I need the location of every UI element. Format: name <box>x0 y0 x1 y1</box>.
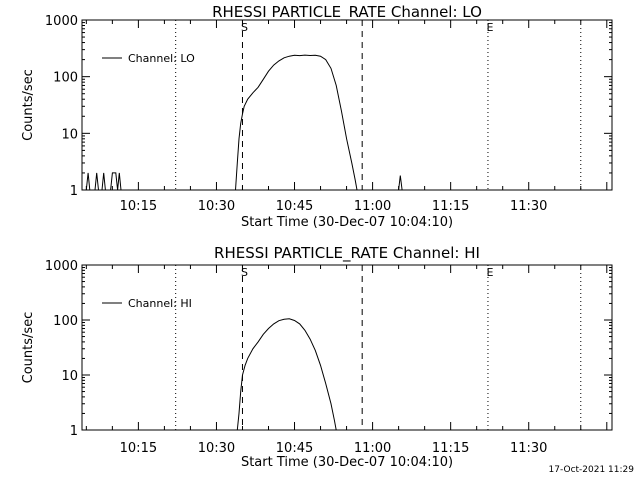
chart2-y-tick-label-3: 1000 <box>45 259 78 274</box>
chart2-x-axis-label: Start Time (30-Dec-07 10:04:10) <box>241 455 453 470</box>
chart2-x-tick-label-5: 11:30 <box>510 441 547 456</box>
chart1-axes-frame <box>81 19 613 191</box>
chart2-y-tick-label-2: 100 <box>53 314 78 329</box>
chart2-title: RHESSI PARTICLE_RATE Channel: HI <box>214 244 480 263</box>
chart1-legend-label: Channel: LO <box>128 52 195 65</box>
chart1-x-tick-label-3: 11:00 <box>354 199 391 214</box>
chart2-x-tick-label-1: 10:30 <box>198 441 235 456</box>
chart1-x-tick-label-4: 11:15 <box>432 199 469 214</box>
chart2-y-tick-label-0: 1 <box>70 424 78 439</box>
chart1-marker-E: E <box>486 21 493 34</box>
chart1-y-tick-label-2: 100 <box>53 71 78 86</box>
chart1-x-tick-label-5: 11:30 <box>510 199 547 214</box>
chart2-axes-frame <box>81 264 613 431</box>
chart1-title: RHESSI PARTICLE_RATE Channel: LO <box>212 3 482 22</box>
chart1-y-tick-label-0: 1 <box>70 184 78 199</box>
footer-timestamp: 17-Oct-2021 11:29 <box>548 465 634 475</box>
chart1-x-tick-label-0: 10:15 <box>120 199 157 214</box>
chart1-y-tick-label-3: 1000 <box>45 14 78 29</box>
chart1-y-axis-label: Counts/sec <box>21 69 36 141</box>
chart2-y-tick-label-1: 10 <box>61 369 78 384</box>
chart2-marker-E: E <box>486 266 493 279</box>
chart2-x-tick-label-0: 10:15 <box>120 441 157 456</box>
chart1-marker-S: S <box>241 21 248 34</box>
chart1-series-line-0 <box>85 54 403 191</box>
chart2-marker-S: S <box>241 266 248 279</box>
chart2-series-line-0 <box>236 318 337 431</box>
chart2-x-tick-label-3: 11:00 <box>354 441 391 456</box>
chart2-y-axis-label: Counts/sec <box>21 312 36 384</box>
chart1-x-axis-label: Start Time (30-Dec-07 10:04:10) <box>241 215 453 230</box>
chart2-x-tick-label-4: 11:15 <box>432 441 469 456</box>
chart2-legend-label: Channel: HI <box>128 297 192 310</box>
chart2-x-tick-label-2: 10:45 <box>276 441 313 456</box>
chart1-x-tick-label-1: 10:30 <box>198 199 235 214</box>
chart1-x-tick-label-2: 10:45 <box>276 199 313 214</box>
chart1-y-tick-label-1: 10 <box>61 127 78 142</box>
